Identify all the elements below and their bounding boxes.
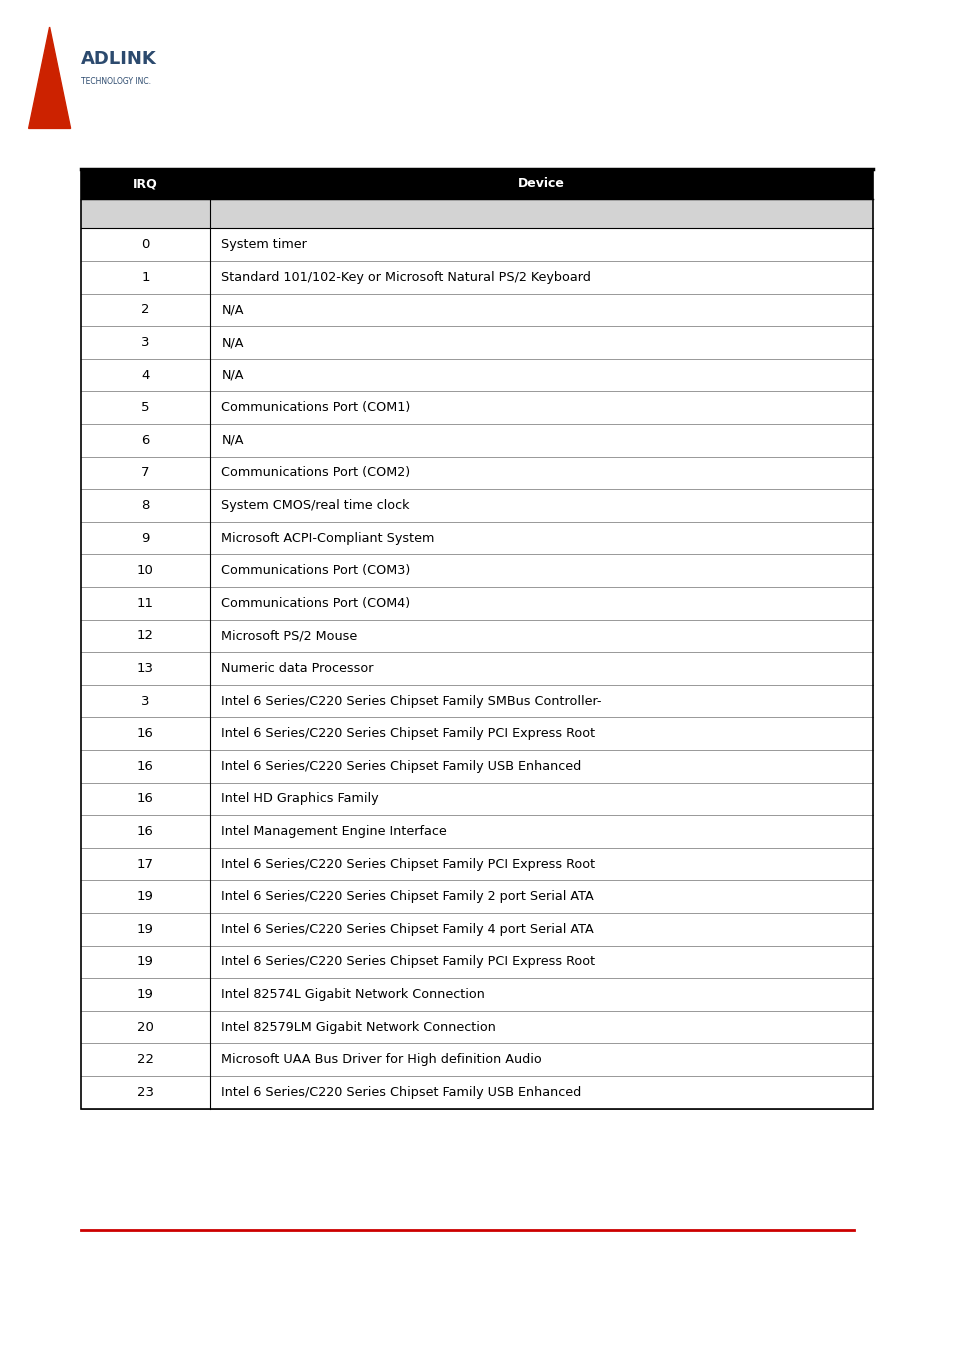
FancyBboxPatch shape [81,457,872,489]
Text: 22: 22 [137,1053,153,1067]
FancyBboxPatch shape [81,718,872,750]
FancyBboxPatch shape [81,1044,872,1076]
FancyBboxPatch shape [81,945,872,979]
Text: N/A: N/A [221,434,244,448]
Text: 8: 8 [141,499,150,512]
FancyBboxPatch shape [81,587,872,619]
Text: Intel 6 Series/C220 Series Chipset Family USB Enhanced: Intel 6 Series/C220 Series Chipset Famil… [221,760,581,773]
Text: ADLINK: ADLINK [81,50,156,68]
FancyBboxPatch shape [81,522,872,554]
FancyBboxPatch shape [81,880,872,913]
Text: 12: 12 [137,630,153,642]
FancyBboxPatch shape [81,652,872,685]
FancyBboxPatch shape [81,1011,872,1044]
Text: N/A: N/A [221,369,244,381]
FancyBboxPatch shape [81,685,872,718]
Text: Intel 82579LM Gigabit Network Connection: Intel 82579LM Gigabit Network Connection [221,1021,496,1034]
Text: 19: 19 [137,956,153,968]
FancyBboxPatch shape [81,425,872,457]
Text: 7: 7 [141,466,150,480]
Text: 23: 23 [137,1086,153,1099]
Text: N/A: N/A [221,337,244,349]
Text: Intel 6 Series/C220 Series Chipset Family PCI Express Root: Intel 6 Series/C220 Series Chipset Famil… [221,727,595,741]
Text: 1: 1 [141,270,150,284]
Text: Intel 82574L Gigabit Network Connection: Intel 82574L Gigabit Network Connection [221,988,485,1000]
FancyBboxPatch shape [81,979,872,1011]
Text: 10: 10 [137,564,153,577]
FancyBboxPatch shape [81,554,872,587]
FancyBboxPatch shape [81,848,872,880]
Text: Communications Port (COM2): Communications Port (COM2) [221,466,410,480]
Text: 16: 16 [137,727,153,741]
Text: 0: 0 [141,238,150,251]
Text: 19: 19 [137,890,153,903]
Text: 5: 5 [141,402,150,414]
Text: 11: 11 [137,596,153,610]
Text: Intel 6 Series/C220 Series Chipset Family USB Enhanced: Intel 6 Series/C220 Series Chipset Famil… [221,1086,581,1099]
Text: Intel 6 Series/C220 Series Chipset Family PCI Express Root: Intel 6 Series/C220 Series Chipset Famil… [221,956,595,968]
Text: Intel Management Engine Interface: Intel Management Engine Interface [221,825,447,838]
FancyBboxPatch shape [81,326,872,358]
Text: 6: 6 [141,434,150,448]
FancyBboxPatch shape [81,815,872,848]
Text: 19: 19 [137,923,153,936]
Text: 20: 20 [137,1021,153,1034]
Text: 17: 17 [137,857,153,871]
Text: IRQ: IRQ [133,177,157,191]
Text: Numeric data Processor: Numeric data Processor [221,662,374,675]
Text: 16: 16 [137,760,153,773]
FancyBboxPatch shape [81,619,872,652]
Text: Communications Port (COM3): Communications Port (COM3) [221,564,410,577]
FancyBboxPatch shape [81,913,872,945]
Polygon shape [29,27,71,128]
Text: 16: 16 [137,825,153,838]
Text: 9: 9 [141,531,150,545]
Text: Device: Device [517,177,564,191]
FancyBboxPatch shape [81,169,872,199]
FancyBboxPatch shape [81,392,872,425]
Text: Intel 6 Series/C220 Series Chipset Family PCI Express Root: Intel 6 Series/C220 Series Chipset Famil… [221,857,595,871]
Text: TECHNOLOGY INC.: TECHNOLOGY INC. [81,77,151,87]
Text: Microsoft ACPI-Compliant System: Microsoft ACPI-Compliant System [221,531,435,545]
Text: Communications Port (COM4): Communications Port (COM4) [221,596,410,610]
Text: Microsoft PS/2 Mouse: Microsoft PS/2 Mouse [221,630,357,642]
FancyBboxPatch shape [81,261,872,293]
Text: Intel 6 Series/C220 Series Chipset Family 4 port Serial ATA: Intel 6 Series/C220 Series Chipset Famil… [221,923,594,936]
Text: Communications Port (COM1): Communications Port (COM1) [221,402,410,414]
Text: 13: 13 [137,662,153,675]
FancyBboxPatch shape [81,750,872,783]
Text: 19: 19 [137,988,153,1000]
Text: Intel 6 Series/C220 Series Chipset Family 2 port Serial ATA: Intel 6 Series/C220 Series Chipset Famil… [221,890,594,903]
Text: Microsoft UAA Bus Driver for High definition Audio: Microsoft UAA Bus Driver for High defini… [221,1053,541,1067]
Text: 3: 3 [141,337,150,349]
Text: Standard 101/102-Key or Microsoft Natural PS/2 Keyboard: Standard 101/102-Key or Microsoft Natura… [221,270,591,284]
FancyBboxPatch shape [81,293,872,326]
Text: System CMOS/real time clock: System CMOS/real time clock [221,499,410,512]
Text: 4: 4 [141,369,150,381]
Text: 16: 16 [137,792,153,806]
Text: Intel 6 Series/C220 Series Chipset Family SMBus Controller-: Intel 6 Series/C220 Series Chipset Famil… [221,695,601,707]
Text: 3: 3 [141,695,150,707]
FancyBboxPatch shape [81,489,872,522]
FancyBboxPatch shape [81,1076,872,1109]
FancyBboxPatch shape [81,783,872,815]
Text: 2: 2 [141,303,150,316]
FancyBboxPatch shape [81,228,872,261]
Text: System timer: System timer [221,238,307,251]
FancyBboxPatch shape [81,358,872,392]
Text: Intel HD Graphics Family: Intel HD Graphics Family [221,792,378,806]
Text: N/A: N/A [221,303,244,316]
FancyBboxPatch shape [81,199,872,228]
